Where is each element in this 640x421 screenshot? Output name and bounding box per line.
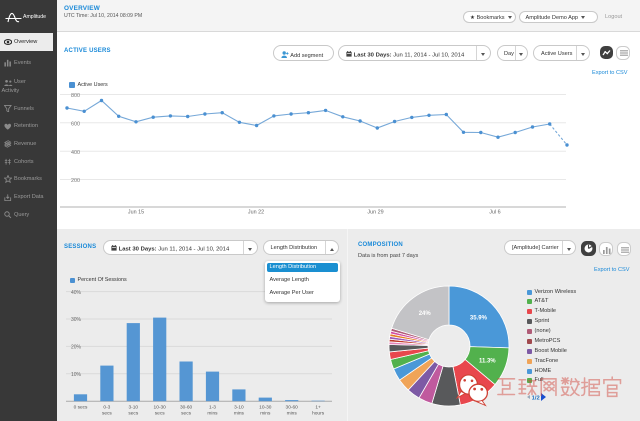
svg-text:0 secs: 0 secs [74,405,88,411]
svg-text:10-30: 10-30 [259,405,272,411]
svg-text:3-10: 3-10 [128,405,138,411]
svg-text:30%: 30% [71,317,82,323]
svg-text:Jun 22: Jun 22 [248,210,264,216]
svg-text:30-60: 30-60 [180,405,193,411]
svg-text:0-3: 0-3 [103,405,110,411]
svg-text:40%: 40% [71,290,82,296]
svg-text:secs: secs [181,412,191,417]
svg-text:11.3%: 11.3% [479,359,496,365]
svg-text:mins: mins [287,411,298,417]
svg-text:hours: hours [312,411,325,417]
svg-text:secs: secs [102,412,112,417]
svg-text:800: 800 [71,93,80,99]
svg-text:20%: 20% [71,345,82,351]
svg-text:200: 200 [71,178,80,184]
svg-text:mins: mins [260,411,271,417]
svg-text:Jul 6: Jul 6 [489,210,500,216]
svg-text:35.9%: 35.9% [470,316,488,322]
svg-text:secs: secs [128,412,138,417]
svg-text:1+: 1+ [315,405,321,411]
svg-text:30-60: 30-60 [286,405,299,411]
svg-text:secs: secs [155,412,165,417]
svg-text:10-30: 10-30 [154,405,167,411]
svg-text:10%: 10% [71,372,82,378]
svg-text:Jun 29: Jun 29 [367,210,383,216]
svg-text:mins: mins [234,411,245,417]
svg-text:1-3: 1-3 [209,405,216,411]
svg-text:600: 600 [71,121,80,127]
svg-text:3-10: 3-10 [234,405,244,411]
svg-text:Jun 15: Jun 15 [128,210,144,216]
svg-text:mins: mins [207,411,218,417]
svg-text:24%: 24% [419,311,432,317]
svg-text:400: 400 [71,150,80,156]
